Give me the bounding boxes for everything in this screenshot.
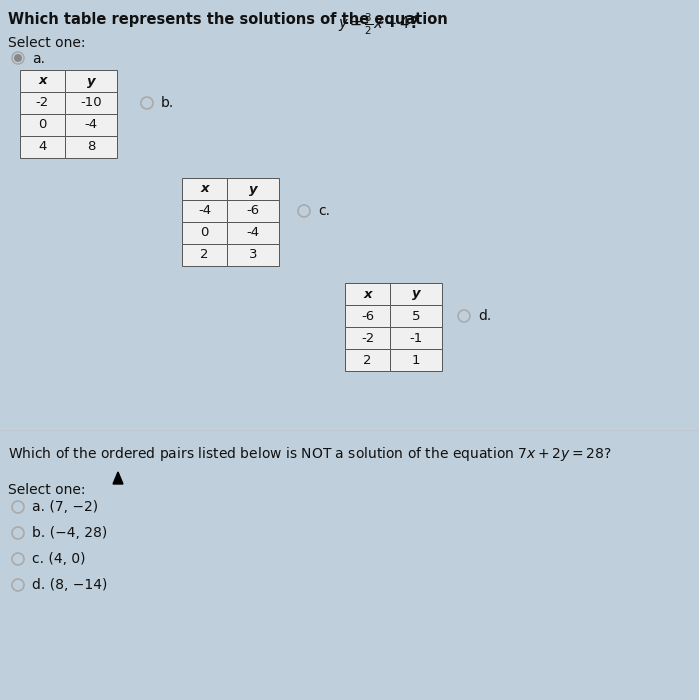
Text: 5: 5 (412, 309, 420, 323)
Text: -10: -10 (80, 97, 102, 109)
Text: -6: -6 (361, 309, 374, 323)
Bar (390, 283, 442, 305)
Text: -2: -2 (36, 97, 49, 109)
Bar (345, 349, 390, 371)
Text: -4: -4 (247, 227, 259, 239)
Bar (182, 200, 227, 222)
Bar (20, 92, 65, 114)
Text: b.: b. (161, 96, 174, 110)
Text: 2: 2 (363, 354, 372, 367)
Text: d.: d. (478, 309, 491, 323)
Text: x: x (200, 183, 209, 195)
Text: a.: a. (32, 52, 45, 66)
Text: d. (8, −14): d. (8, −14) (32, 578, 108, 592)
Text: c.: c. (318, 204, 330, 218)
Text: x: x (38, 74, 47, 88)
Bar (182, 178, 227, 200)
Text: y: y (412, 288, 420, 300)
Bar (65, 92, 117, 114)
Bar (20, 114, 65, 136)
Text: a. (7, −2): a. (7, −2) (32, 500, 98, 514)
Bar (20, 136, 65, 158)
Bar (390, 327, 442, 349)
Bar (182, 222, 227, 244)
Text: Select one:: Select one: (8, 36, 85, 50)
Bar (345, 283, 390, 305)
Text: Select one:: Select one: (8, 483, 85, 497)
Bar (390, 305, 442, 327)
Bar (345, 305, 390, 327)
Bar (182, 244, 227, 266)
Bar (65, 136, 117, 158)
Text: -6: -6 (247, 204, 259, 218)
Text: 0: 0 (201, 227, 209, 239)
Text: Which of the ordered pairs listed below is NOT a solution of the equation $7x + : Which of the ordered pairs listed below … (8, 445, 612, 463)
Text: -2: -2 (361, 332, 374, 344)
Text: b. (−4, 28): b. (−4, 28) (32, 526, 107, 540)
Text: -4: -4 (85, 118, 98, 132)
Bar (227, 178, 279, 200)
Text: 0: 0 (38, 118, 47, 132)
Bar (20, 70, 65, 92)
Text: 2: 2 (200, 248, 209, 262)
Text: 8: 8 (87, 141, 95, 153)
Bar (345, 327, 390, 349)
Polygon shape (113, 472, 123, 484)
Bar (65, 70, 117, 92)
Circle shape (15, 55, 21, 62)
Bar (390, 349, 442, 371)
Text: $y = \frac{3}{2}x - 4$?: $y = \frac{3}{2}x - 4$? (338, 12, 419, 37)
Text: c. (4, 0): c. (4, 0) (32, 552, 85, 566)
Text: 4: 4 (38, 141, 47, 153)
Text: 1: 1 (412, 354, 420, 367)
Bar (227, 200, 279, 222)
Bar (227, 222, 279, 244)
Text: x: x (363, 288, 372, 300)
Text: y: y (249, 183, 257, 195)
Text: -4: -4 (198, 204, 211, 218)
Text: -1: -1 (410, 332, 423, 344)
Text: y: y (87, 74, 95, 88)
Bar (65, 114, 117, 136)
Text: Which table represents the solutions of the equation: Which table represents the solutions of … (8, 12, 453, 27)
Text: 3: 3 (249, 248, 257, 262)
Bar (227, 244, 279, 266)
